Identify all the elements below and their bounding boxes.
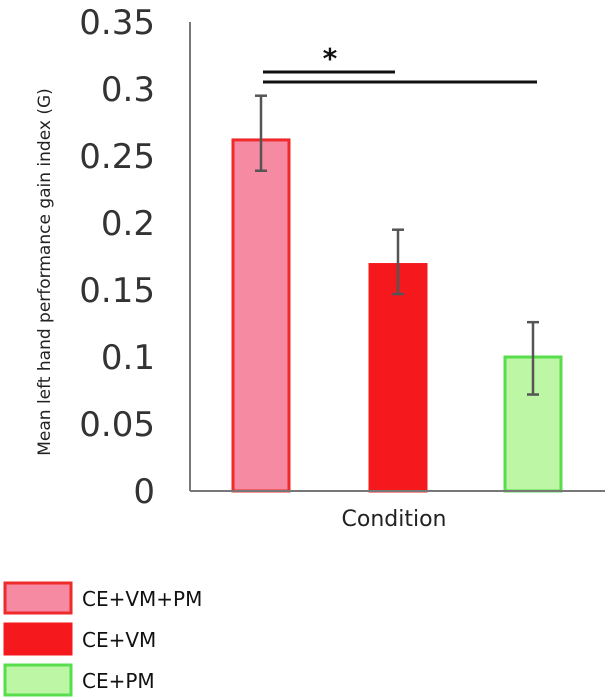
legend-label: CE+VM+PM <box>82 587 202 611</box>
error-bar-ce-vm-pm <box>255 94 267 172</box>
error-bars <box>255 94 539 396</box>
error-bar-ce-pm <box>527 320 539 396</box>
legend-entry-ce-vm: CE+VM <box>3 622 156 656</box>
legend-label: CE+VM <box>82 628 156 652</box>
error-bar-ce-vm <box>392 228 404 296</box>
y-tick-label: 0 <box>133 472 155 512</box>
legend-swatch <box>3 581 73 615</box>
y-tick-label: 0.1 <box>101 338 155 378</box>
bar-ce-vm <box>368 263 428 493</box>
legend: CE+VM+PM CE+VM CE+PM <box>3 581 202 697</box>
bar-ce-vm-pm <box>231 138 291 493</box>
x-axis-label: Condition <box>342 507 447 532</box>
bars <box>231 138 563 493</box>
significance-star: * <box>323 42 338 75</box>
legend-entry-ce-pm: CE+PM <box>3 663 155 697</box>
y-tick-label: 0.25 <box>79 137 155 177</box>
legend-entry-ce-vm-pm: CE+VM+PM <box>3 581 202 615</box>
legend-swatch <box>3 663 73 697</box>
legend-swatch <box>3 622 73 656</box>
y-tick-label: 0.35 <box>79 3 155 43</box>
y-tick-label: 0.15 <box>79 271 155 311</box>
y-tick-labels: 0 0.05 0.1 0.15 0.2 0.25 0.3 0.35 <box>79 3 155 512</box>
legend-label: CE+PM <box>82 669 155 693</box>
significance-brackets: * <box>263 42 537 84</box>
y-tick-label: 0.2 <box>101 204 155 244</box>
y-tick-label: 0.3 <box>101 70 155 110</box>
y-axis-label: Mean left hand performance gain index (G… <box>35 88 55 456</box>
y-tick-label: 0.05 <box>79 405 155 445</box>
